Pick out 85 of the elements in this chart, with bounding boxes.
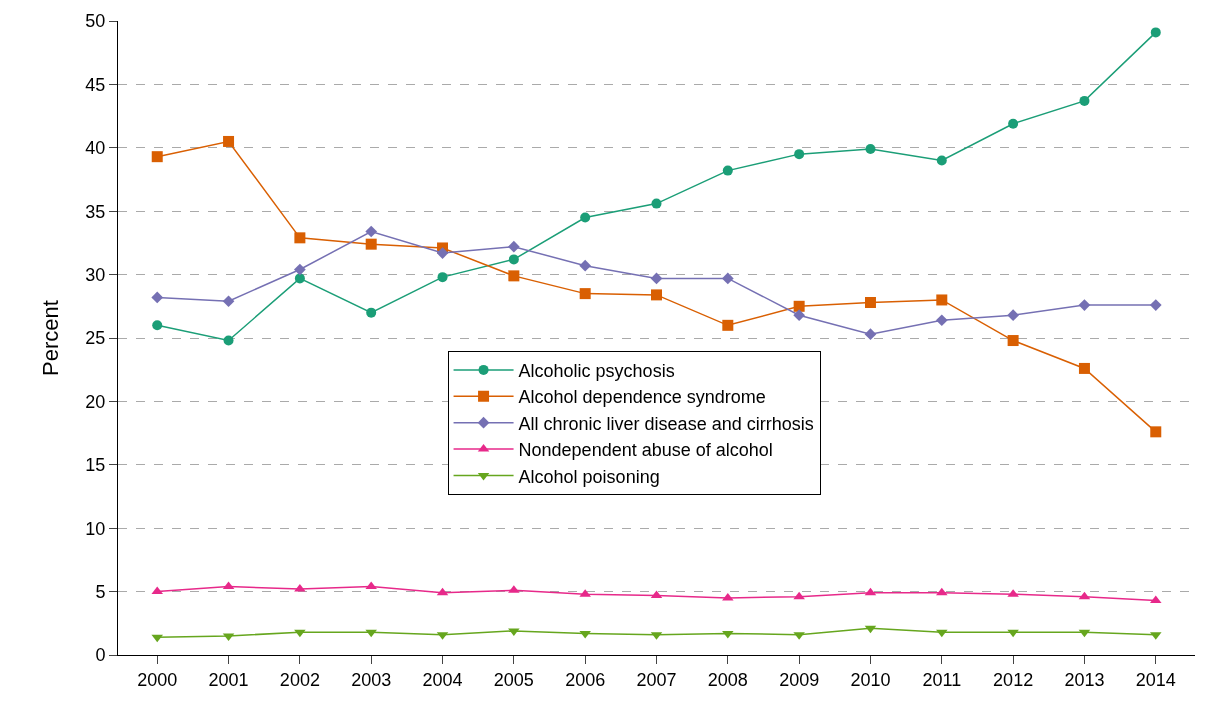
y-tick-label: 30 bbox=[85, 264, 106, 285]
point bbox=[936, 587, 948, 596]
point bbox=[864, 328, 877, 341]
x-tick-label: 2008 bbox=[707, 669, 748, 690]
x-tick-label: 2005 bbox=[493, 669, 534, 690]
legend-label: All chronic liver disease and cirrhosis bbox=[518, 413, 814, 434]
point bbox=[936, 629, 948, 638]
point bbox=[151, 291, 164, 304]
y-tick-label: 50 bbox=[85, 11, 106, 32]
point bbox=[722, 319, 734, 331]
point bbox=[579, 288, 591, 300]
x-tick-label: 2007 bbox=[636, 669, 677, 690]
point bbox=[366, 307, 377, 318]
y-tick-label: 10 bbox=[85, 518, 106, 539]
point bbox=[1007, 335, 1019, 347]
legend-label: Alcohol poisoning bbox=[518, 466, 660, 487]
legend-label: Nondependent abuse of alcohol bbox=[518, 440, 773, 461]
point bbox=[651, 289, 662, 301]
x-tick-label: 2003 bbox=[351, 669, 392, 690]
point bbox=[722, 630, 734, 639]
x-tick-label: 2014 bbox=[1135, 669, 1176, 690]
point bbox=[365, 581, 377, 590]
point bbox=[794, 149, 805, 160]
point bbox=[437, 272, 448, 283]
y-tick-label: 20 bbox=[85, 391, 106, 412]
y-tick-label: 5 bbox=[95, 581, 106, 602]
point bbox=[793, 300, 805, 312]
point bbox=[793, 591, 805, 600]
y-axis-title: Percent bbox=[38, 300, 64, 376]
point bbox=[1150, 27, 1161, 38]
point bbox=[1149, 299, 1162, 311]
y-tick-label: 45 bbox=[85, 74, 106, 95]
point bbox=[294, 273, 305, 284]
point bbox=[864, 297, 876, 308]
point bbox=[936, 294, 948, 306]
point bbox=[651, 198, 662, 209]
point bbox=[223, 135, 235, 147]
point bbox=[151, 586, 163, 595]
point bbox=[721, 272, 734, 285]
point bbox=[223, 335, 234, 346]
x-tick-label: 2001 bbox=[208, 669, 249, 690]
x-tick-label: 2006 bbox=[565, 669, 606, 690]
x-tick-label: 2010 bbox=[850, 669, 891, 690]
point bbox=[1078, 362, 1090, 374]
y-tick-label: 40 bbox=[85, 138, 106, 159]
point bbox=[579, 630, 591, 639]
point bbox=[793, 309, 805, 322]
point bbox=[365, 629, 377, 638]
point bbox=[508, 254, 519, 265]
point bbox=[151, 634, 163, 643]
x-tick-label: 2000 bbox=[137, 669, 178, 690]
point bbox=[294, 232, 306, 244]
point bbox=[151, 151, 163, 163]
point bbox=[1078, 299, 1091, 311]
point bbox=[650, 272, 663, 285]
y-tick-label: 35 bbox=[85, 201, 106, 222]
x-tick-label: 2012 bbox=[993, 669, 1034, 690]
x-tick-label: 2004 bbox=[422, 669, 463, 690]
point bbox=[1079, 95, 1090, 106]
point bbox=[436, 247, 449, 259]
point bbox=[865, 144, 876, 155]
point bbox=[936, 155, 947, 166]
point bbox=[508, 270, 520, 282]
point bbox=[365, 225, 378, 238]
point bbox=[580, 212, 591, 223]
point bbox=[222, 295, 235, 308]
legend-label: Alcohol dependence syndrome bbox=[518, 387, 766, 408]
point bbox=[1008, 118, 1019, 129]
x-tick-label: 2002 bbox=[279, 669, 320, 690]
legend-label: Alcoholic psychosis bbox=[518, 360, 675, 381]
point bbox=[1007, 309, 1019, 322]
x-tick-label: 2009 bbox=[779, 669, 820, 690]
x-tick-label: 2011 bbox=[922, 669, 962, 690]
point bbox=[722, 165, 733, 176]
x-tick-label: 2013 bbox=[1064, 669, 1105, 690]
point bbox=[579, 259, 592, 272]
point bbox=[365, 238, 377, 250]
point bbox=[935, 314, 948, 327]
point bbox=[508, 240, 520, 253]
point bbox=[294, 263, 306, 276]
point bbox=[152, 320, 163, 331]
point bbox=[1150, 426, 1162, 438]
y-tick-label: 0 bbox=[95, 645, 106, 666]
y-tick-label: 15 bbox=[85, 455, 106, 476]
y-tick-label: 25 bbox=[85, 328, 106, 349]
